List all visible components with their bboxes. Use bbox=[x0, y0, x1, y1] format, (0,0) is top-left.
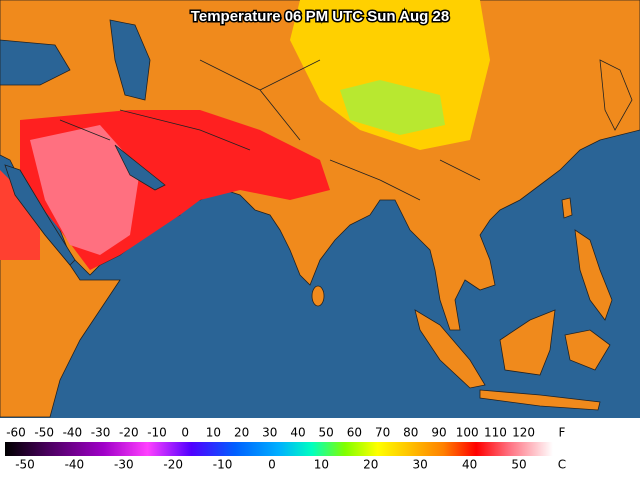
fahrenheit-label: -20 bbox=[119, 426, 139, 440]
color-scale bbox=[5, 442, 553, 456]
celsius-label: -30 bbox=[114, 458, 134, 472]
fahrenheit-label: 100 bbox=[456, 426, 479, 440]
fahrenheit-label: 120 bbox=[512, 426, 535, 440]
celsius-unit: C bbox=[558, 458, 566, 472]
fahrenheit-label: -60 bbox=[6, 426, 26, 440]
celsius-label: 10 bbox=[314, 458, 329, 472]
fahrenheit-label: -50 bbox=[34, 426, 54, 440]
fahrenheit-label: 110 bbox=[484, 426, 507, 440]
celsius-label: 0 bbox=[268, 458, 276, 472]
celsius-label: 50 bbox=[511, 458, 526, 472]
fahrenheit-label: -30 bbox=[91, 426, 111, 440]
fahrenheit-label: 30 bbox=[262, 426, 277, 440]
fahrenheit-label: 40 bbox=[290, 426, 305, 440]
fahrenheit-label: 10 bbox=[206, 426, 221, 440]
celsius-label: 40 bbox=[462, 458, 477, 472]
fahrenheit-label: -10 bbox=[147, 426, 167, 440]
fahrenheit-label: 20 bbox=[234, 426, 249, 440]
celsius-label: 30 bbox=[413, 458, 428, 472]
map-title: Temperature 06 PM UTC Sun Aug 28 bbox=[191, 8, 449, 25]
celsius-label: 20 bbox=[363, 458, 378, 472]
fahrenheit-label: 60 bbox=[347, 426, 362, 440]
fahrenheit-label: -40 bbox=[63, 426, 83, 440]
celsius-label: -40 bbox=[65, 458, 85, 472]
celsius-label: -20 bbox=[163, 458, 183, 472]
fahrenheit-label: 0 bbox=[181, 426, 189, 440]
map bbox=[0, 0, 640, 418]
legend: -60 -50 -40 -30 -20 -10 0 10 20 30 40 50 60 70 80 90 100… bbox=[6, 426, 566, 472]
fahrenheit-label: 90 bbox=[431, 426, 446, 440]
fahrenheit-unit: F bbox=[559, 426, 566, 440]
fahrenheit-label: 70 bbox=[375, 426, 390, 440]
fahrenheit-label: 80 bbox=[403, 426, 418, 440]
fahrenheit-label: 50 bbox=[319, 426, 334, 440]
celsius-label: -50 bbox=[15, 458, 35, 472]
celsius-label: -10 bbox=[213, 458, 233, 472]
